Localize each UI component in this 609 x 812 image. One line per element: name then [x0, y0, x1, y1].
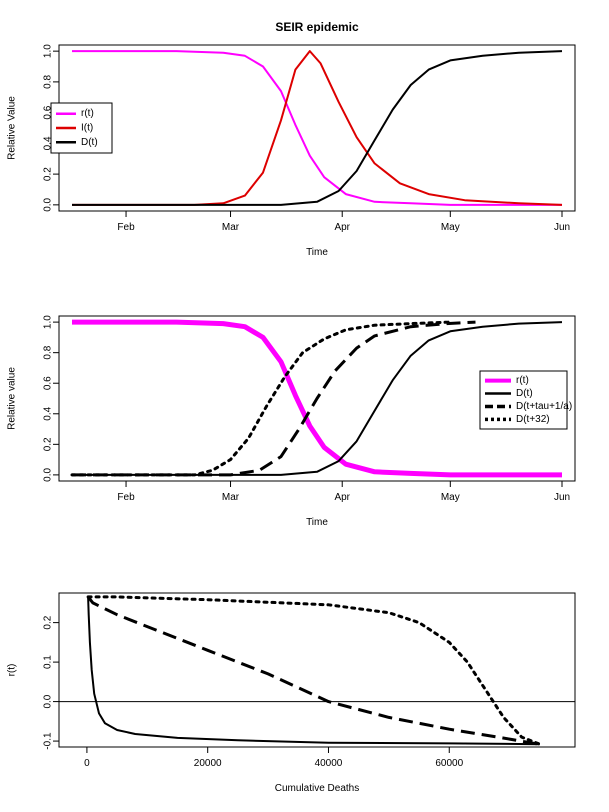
legend-label: I(t) [81, 123, 93, 134]
y-tick-label: 0.2 [43, 615, 54, 629]
series-line-d-t [72, 50, 563, 206]
x-tick-label: Feb [117, 222, 135, 233]
x-tick-label: Apr [334, 222, 350, 233]
series-line-curve-1 [86, 595, 540, 746]
series-line-i-t [72, 50, 563, 206]
y-tick-label: 1.0 [43, 44, 54, 58]
x-tick-label: Jun [554, 222, 570, 233]
y-tick-label: 1.0 [43, 315, 54, 329]
plot-frame [58, 44, 576, 212]
series-line-r-t [72, 319, 562, 478]
y-tick-label: 0.0 [43, 694, 54, 708]
x-tick-label: Feb [117, 492, 135, 503]
legend-label: r(t) [516, 375, 529, 386]
legend-label: D(t+tau+1/a) [516, 401, 572, 412]
x-tick-label: May [441, 492, 460, 503]
legend-label: D(t) [516, 388, 533, 399]
y-tick-label: 0.2 [43, 167, 54, 181]
series-line-curve-0 [87, 596, 540, 746]
y-axis-title: Relative Value [7, 96, 18, 160]
series-line-d-t-tau-1-a [72, 320, 476, 477]
figure-title: SEIR epidemic [275, 20, 359, 34]
legend-label: D(t) [81, 137, 98, 148]
y-axis-title: r(t) [7, 664, 18, 677]
y-tick-label: 0.1 [43, 655, 54, 669]
x-tick-label: May [441, 222, 460, 233]
x-tick-label: Apr [334, 492, 350, 503]
y-tick-label: 0.8 [43, 75, 54, 89]
y-axis-title: Relative value [7, 367, 18, 430]
series-line-curve-2 [86, 595, 542, 746]
legend: r(t) I(t) D(t) [50, 102, 113, 154]
panel-r-vs-deaths: 0 20000 40000 60000 -0.1 0.0 0.1 0.2 Cumulative … [7, 592, 576, 794]
x-axis-title: Time [306, 517, 328, 528]
y-tick-label: 0.0 [43, 468, 54, 482]
y-tick-label: 0.0 [43, 197, 54, 211]
legend-label: D(t+32) [516, 414, 550, 425]
x-tick-label: Mar [222, 222, 240, 233]
y-tick-label: 0.6 [43, 105, 54, 119]
series-line-d-t [72, 321, 563, 476]
panel-lagged-deaths: Feb Mar Apr May Jun 0.0 0.2 0.4 0.6 0.8 1.0 Time Rel… [7, 315, 576, 528]
y-tick-label: 0.4 [43, 406, 54, 420]
x-tick-label: 0 [84, 758, 90, 769]
series-line-d-t-32 [70, 320, 452, 477]
x-tick-label: Jun [554, 492, 570, 503]
x-tick-label: 40000 [315, 758, 343, 769]
legend-label: r(t) [81, 108, 94, 119]
panel-prevalence: Feb Mar Apr May Jun 0.0 0.2 0.4 0.6 0.8 1.0 Time Rel… [7, 44, 576, 258]
plot-frame [58, 315, 576, 482]
y-tick-label: 0.2 [43, 437, 54, 451]
legend: r(t) D(t) D(t+tau+1/a) D(t+32) [479, 370, 572, 430]
series-line-r-t [72, 50, 562, 206]
x-axis-title: Time [306, 247, 328, 258]
x-tick-label: 60000 [435, 758, 463, 769]
y-tick-label: 0.8 [43, 345, 54, 359]
y-tick-label: -0.1 [43, 732, 54, 750]
y-tick-label: 0.4 [43, 136, 54, 150]
x-tick-label: 20000 [194, 758, 222, 769]
x-axis-title: Cumulative Deaths [275, 783, 359, 794]
y-tick-label: 0.6 [43, 376, 54, 390]
plot-frame [58, 592, 576, 748]
x-tick-label: Mar [222, 492, 240, 503]
